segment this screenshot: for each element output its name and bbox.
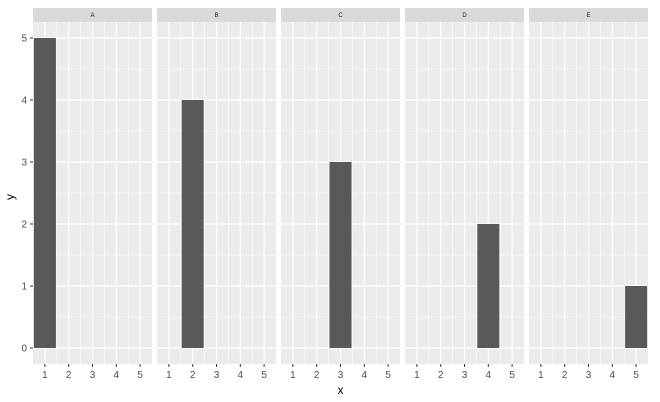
bar	[625, 286, 648, 348]
y-tick-label: 0	[21, 344, 27, 355]
x-tick-label: 5	[633, 370, 639, 381]
x-tick-label: 4	[610, 370, 616, 381]
y-axis: 0 1 2 3 4 5	[21, 34, 33, 355]
x-tick-label: 2	[190, 370, 196, 381]
x-tick-label: 3	[586, 370, 592, 381]
x-tick-label: 2	[562, 370, 568, 381]
x-tick-label: 2	[66, 370, 72, 381]
y-tick-label: 3	[21, 158, 27, 169]
facet-strip-label: E	[586, 13, 590, 19]
y-tick-label: 1	[21, 282, 27, 293]
facet-strip	[157, 8, 276, 22]
facet-strip	[33, 8, 152, 22]
x-tick-label: 5	[261, 370, 267, 381]
x-tick-label: 1	[166, 370, 172, 381]
x-tick-label: 1	[538, 370, 544, 381]
facet-panel: E 1 2 3 4 5	[529, 8, 648, 381]
y-tick-label: 2	[21, 220, 27, 231]
x-tick-label: 3	[90, 370, 96, 381]
facet-strip-label: D	[462, 13, 467, 19]
bar	[477, 224, 500, 348]
y-tick-label: 5	[21, 34, 27, 45]
x-tick-label: 1	[414, 370, 420, 381]
x-tick-label: 5	[509, 370, 515, 381]
facet-panel: B 1 2 3 4 5	[157, 8, 276, 381]
x-tick-label: 3	[338, 370, 344, 381]
facet-strip	[405, 8, 524, 22]
x-tick-label: 3	[462, 370, 468, 381]
facet-panels: A 1 2 3 4 5 B 1 2 3 4 5 C 1 2 3 4 5 D 1 2 3 4 5 E 1 2 3 4 5	[33, 8, 648, 381]
facet-strip	[529, 8, 648, 22]
bar	[181, 100, 204, 348]
facet-strip	[281, 8, 400, 22]
y-tick-label: 4	[21, 96, 27, 107]
bar	[329, 162, 352, 348]
facet-panel: A 1 2 3 4 5	[33, 8, 152, 381]
facet-strip-label: B	[214, 13, 218, 19]
x-tick-label: 3	[214, 370, 220, 381]
facet-strip-label: C	[338, 13, 343, 19]
x-tick-label: 5	[385, 370, 391, 381]
facet-panel: D 1 2 3 4 5	[405, 8, 524, 381]
x-tick-label: 4	[486, 370, 492, 381]
facet-panel: C 1 2 3 4 5	[281, 8, 400, 381]
x-tick-label: 2	[438, 370, 444, 381]
x-axis-title: x	[338, 383, 344, 397]
x-tick-label: 4	[238, 370, 244, 381]
x-tick-label: 4	[362, 370, 368, 381]
bar	[33, 38, 56, 348]
x-tick-label: 5	[137, 370, 143, 381]
x-tick-label: 1	[290, 370, 296, 381]
facet-strip-label: A	[90, 13, 94, 19]
y-axis-title: y	[3, 194, 17, 200]
x-tick-label: 4	[114, 370, 120, 381]
x-tick-label: 1	[42, 370, 48, 381]
x-tick-label: 2	[314, 370, 320, 381]
